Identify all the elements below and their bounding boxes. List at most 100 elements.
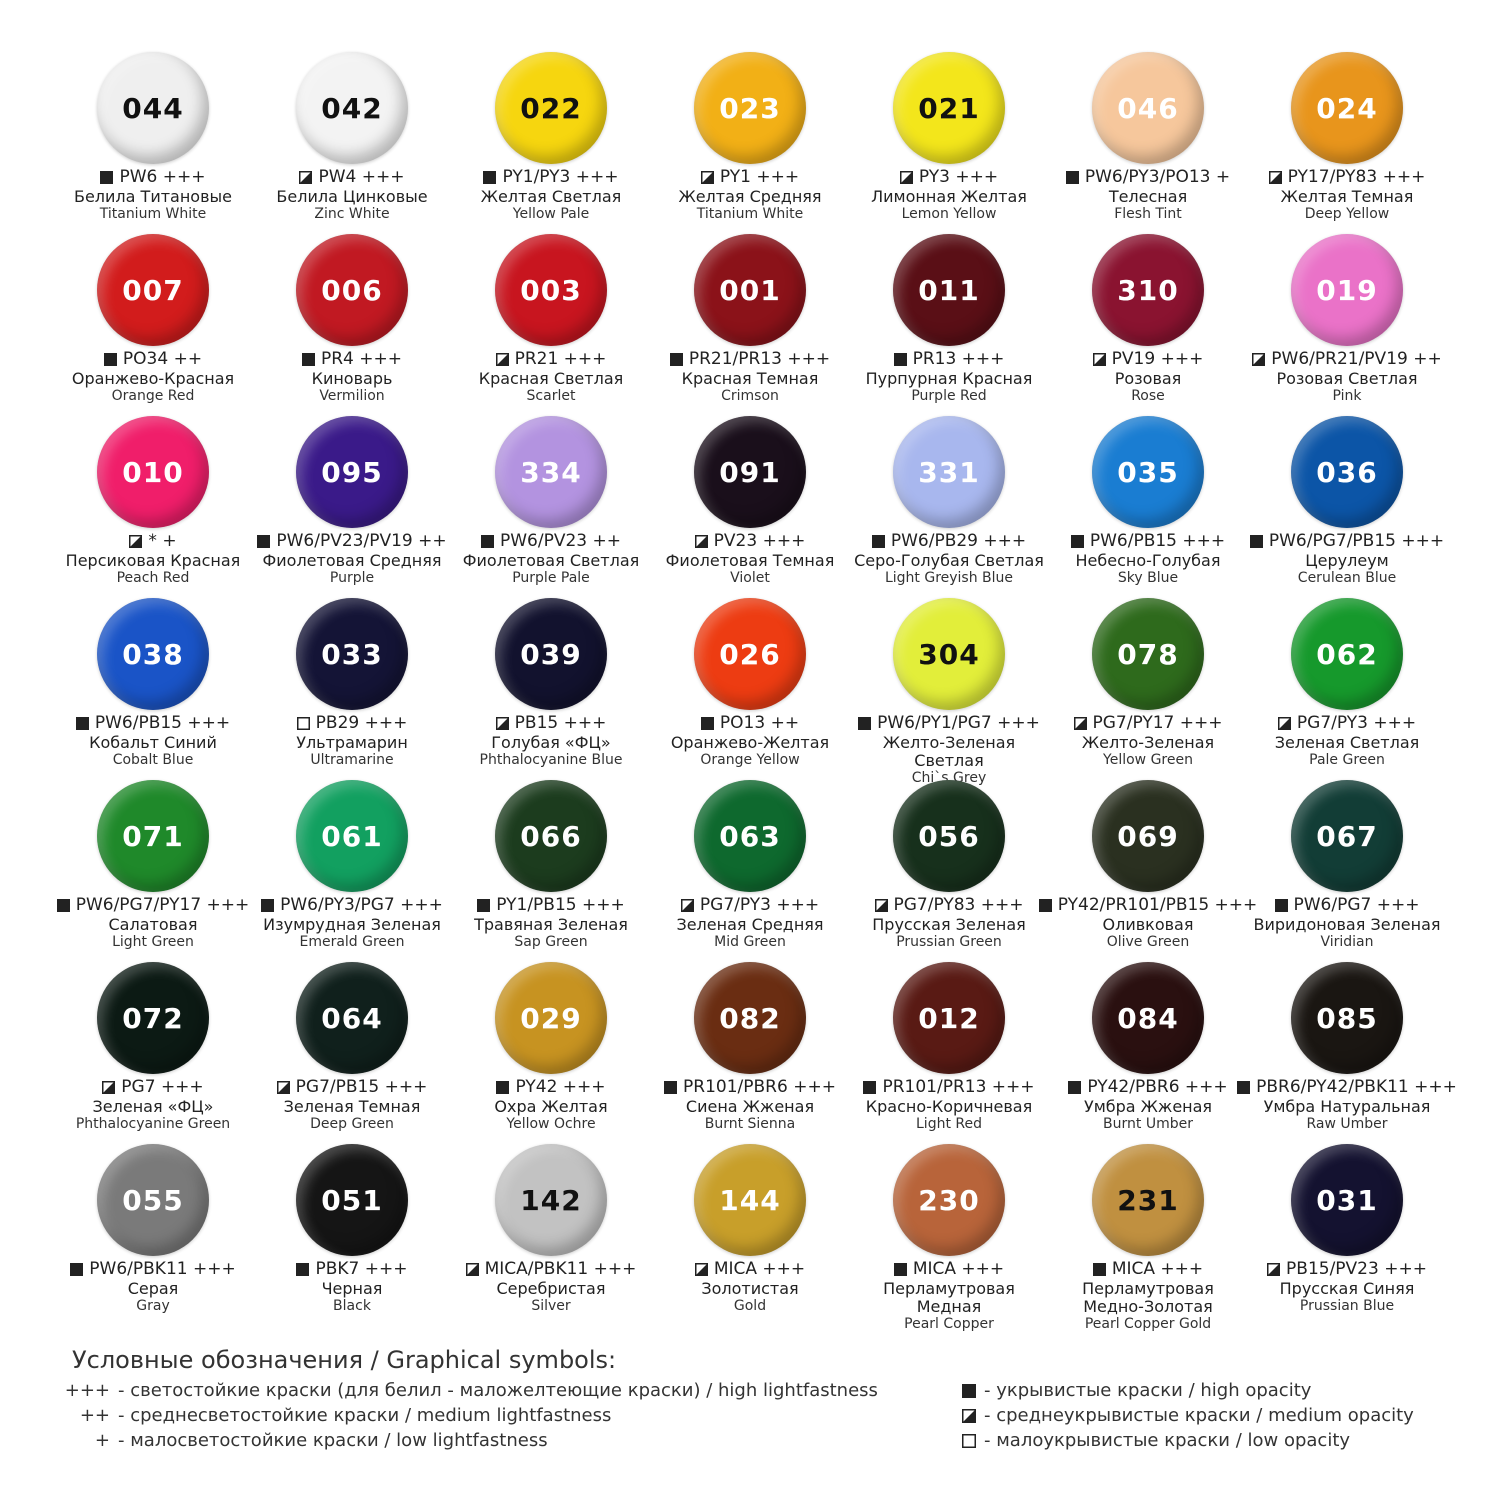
paint-swatch: 024	[1291, 52, 1403, 164]
name-ru: Сиена Жженая	[685, 1096, 815, 1116]
pigments: PG7/PY3 +++	[699, 895, 820, 915]
swatch-caption: PV23 +++ Фиолетовая Темная Violet	[652, 531, 848, 586]
pigment-line: * +	[55, 531, 251, 552]
opacity-symbol	[1092, 353, 1106, 367]
swatch-caption: PW6/PY3/PG7 +++ Изумрудная Зеленая Emerald…	[254, 895, 450, 950]
pigments: PY3 +++	[918, 167, 999, 187]
color-code: 082	[719, 1001, 781, 1035]
opacity-symbol	[1092, 1263, 1106, 1277]
opacity-symbol	[296, 1263, 310, 1277]
name-ru: Зеленая «ФЦ»	[92, 1096, 214, 1116]
name-ru: Зеленая Светлая	[1274, 732, 1420, 752]
name-ru: Киноварь	[311, 368, 393, 388]
paint-swatch: 035	[1092, 416, 1204, 528]
pigment-line: PW6/PY3/PG7 +++	[254, 895, 450, 916]
pigment-line: PR13 +++	[851, 349, 1047, 370]
opacity-symbol	[1267, 1263, 1281, 1277]
pigments: PW6/PV23 ++	[499, 531, 621, 551]
paint-swatch: 026	[694, 598, 806, 710]
pigment-line: PB15 +++	[453, 713, 649, 734]
opacity-symbol	[483, 171, 497, 185]
pigment-line: PW6/PB15 +++	[55, 713, 251, 734]
pigments: PW6/PV23/PV19 ++	[276, 531, 447, 551]
pigment-line: PW4 +++	[254, 167, 450, 188]
opacity-symbol	[962, 1433, 976, 1448]
swatch-caption: PW6/PB15 +++ Небесно-Голубая Sky Blue	[1050, 531, 1246, 586]
color-code: 230	[918, 1183, 980, 1217]
color-code: 144	[719, 1183, 781, 1217]
pigment-line: MICA +++	[652, 1259, 848, 1280]
pigment-line: PW6/PY3/PO13 +	[1050, 167, 1246, 188]
pigments: MICA +++	[912, 1259, 1005, 1279]
opacity-symbol	[874, 899, 888, 913]
name-en: Zinc White	[314, 205, 390, 222]
paint-swatch: 072	[97, 962, 209, 1074]
paint-swatch: 044	[97, 52, 209, 164]
swatch-caption: MICA +++ Золотистая Gold	[652, 1259, 848, 1314]
color-code: 069	[1117, 819, 1179, 853]
pigments: PW6/PY1/PG7 +++	[877, 713, 1040, 733]
name-en: Phthalocyanine Green	[75, 1115, 231, 1132]
name-ru: Изумрудная Зеленая	[263, 914, 441, 934]
swatch-caption: PR101/PBR6 +++ Сиена Жженая Burnt Sienna	[652, 1077, 848, 1132]
opacity-symbol	[700, 171, 714, 185]
name-ru: Голубая «ФЦ»	[491, 732, 611, 752]
swatch-caption: PG7/PY3 +++ Зеленая Средняя Mid Green	[652, 895, 848, 950]
color-code: 003	[520, 273, 582, 307]
paint-swatch: 231	[1092, 1144, 1204, 1256]
pigment-line: PG7/PY17 +++	[1050, 713, 1246, 734]
name-ru: Оливковая	[1102, 914, 1194, 934]
pigments: PW6/PB29 +++	[890, 531, 1027, 551]
color-code: 063	[719, 819, 781, 853]
swatch-caption: PBK7 +++ Черная Black	[254, 1259, 450, 1314]
paint-swatch: 011	[893, 234, 1005, 346]
color-code: 036	[1316, 455, 1378, 489]
swatch-caption: PW6/PY3/PO13 + Телесная Flesh Tint	[1050, 167, 1246, 222]
swatch-caption: PR101/PR13 +++ Красно-Коричневая Light Red	[851, 1077, 1047, 1132]
paint-swatch: 082	[694, 962, 806, 1074]
name-ru: Ультрамарин	[296, 732, 408, 752]
pigment-line: PV23 +++	[652, 531, 848, 552]
opacity-symbol	[962, 1383, 976, 1398]
opacity-symbol	[480, 535, 494, 549]
opacity-symbol	[495, 353, 509, 367]
name-en: Pearl Copper	[904, 1316, 994, 1333]
color-code: 071	[122, 819, 184, 853]
opacity-symbol	[301, 353, 315, 367]
paint-swatch: 063	[694, 780, 806, 892]
lightfastness-text: - светостойкие краски (для белил - малож…	[118, 1380, 878, 1401]
color-code: 023	[719, 91, 781, 125]
name-ru: Прусская Зеленая	[872, 914, 1026, 934]
color-code: 064	[321, 1001, 383, 1035]
opacity-symbol	[129, 535, 143, 549]
pigments: PW6/PG7/PB15 +++	[1268, 531, 1445, 551]
pigment-line: PW6/PG7 +++	[1249, 895, 1445, 916]
color-code: 056	[918, 819, 980, 853]
pigment-line: PR4 +++	[254, 349, 450, 370]
swatch-caption: PW6/PG7/PY17 +++ Салатовая Light Green	[55, 895, 251, 950]
pigments: PR101/PR13 +++	[882, 1077, 1035, 1097]
paint-swatch: 095	[296, 416, 408, 528]
opacity-symbol	[1065, 171, 1079, 185]
opacity-symbol	[858, 717, 872, 731]
opacity-symbol	[1277, 717, 1291, 731]
name-en: Pearl Copper Gold	[1084, 1316, 1212, 1333]
opacity-symbol	[103, 353, 117, 367]
swatch-caption: PY1/PY3 +++ Желтая Светлая Yellow Pale	[453, 167, 649, 222]
name-en: Vermilion	[319, 387, 385, 404]
color-code: 066	[520, 819, 582, 853]
pigments: PG7/PB15 +++	[295, 1077, 428, 1097]
name-en: Yellow Green	[1103, 751, 1193, 768]
opacity-symbol	[871, 535, 885, 549]
name-ru: Пурпурная Красная	[865, 368, 1033, 388]
opacity-symbol	[1274, 899, 1288, 913]
opacity-item: - среднеукрывистые краски / medium opaci…	[962, 1405, 1414, 1426]
opacity-symbol	[495, 717, 509, 731]
name-ru: Белила Цинковые	[276, 186, 428, 206]
name-en: Yellow Pale	[512, 205, 590, 222]
paint-swatch: 042	[296, 52, 408, 164]
swatch-caption: PB29 +++ Ультрамарин Ultramarine	[254, 713, 450, 768]
swatch-caption: PY42/PBR6 +++ Умбра Жженая Burnt Umber	[1050, 1077, 1246, 1132]
swatch-caption: PG7/PY3 +++ Зеленая Светлая Pale Green	[1249, 713, 1445, 768]
swatch-caption: MICA +++ Перламутровая Медная Pearl Copper	[851, 1259, 1047, 1333]
